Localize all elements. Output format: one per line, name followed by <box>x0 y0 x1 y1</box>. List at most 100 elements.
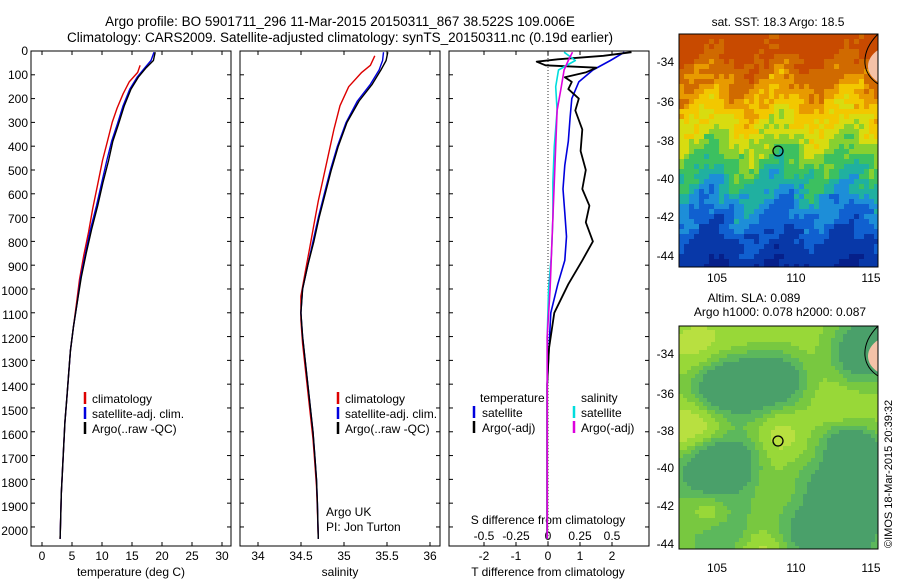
sla-map-cell <box>859 334 863 338</box>
sla-map-cell <box>791 382 795 386</box>
sla-map-cell <box>747 390 751 394</box>
sla-map-cell <box>779 510 783 514</box>
sla-map-cell <box>831 458 835 462</box>
sla-map-cell <box>727 438 731 442</box>
sla-map-cell <box>679 486 683 490</box>
sla-map-cell <box>815 490 819 494</box>
sla-map-cell <box>695 366 699 370</box>
sla-map-cell <box>807 446 811 450</box>
sla-map-cell <box>855 342 859 346</box>
sla-map-cell <box>715 450 719 454</box>
sla-map-cell <box>711 490 715 494</box>
sst-map-cell <box>814 184 819 189</box>
sla-map-cell <box>855 422 859 426</box>
sla-map-cell <box>755 438 759 442</box>
sla-map-cell <box>723 442 727 446</box>
sst-map-cell <box>754 169 759 174</box>
sst-map-cell <box>784 109 789 114</box>
sla-map-cell <box>743 418 747 422</box>
sla-map-cell <box>735 370 739 374</box>
sla-map-cell <box>795 446 799 450</box>
sst-map-cell <box>859 44 864 49</box>
sla-map-cell <box>767 474 771 478</box>
s-difference-tick-label: 0 <box>545 529 552 543</box>
sla-map-cell <box>723 502 727 506</box>
sst-map-cell <box>759 224 764 229</box>
sla-map-cell <box>819 434 823 438</box>
sst-map-cell <box>684 34 689 39</box>
sla-map-cell <box>863 402 867 406</box>
sst-map-cell <box>754 144 759 149</box>
sla-map-cell <box>803 338 807 342</box>
sst-map-cell <box>819 109 824 114</box>
sla-map-cell <box>831 330 835 334</box>
sst-map-cell <box>729 169 734 174</box>
sla-map-cell <box>791 470 795 474</box>
sst-map-cell <box>839 79 844 84</box>
sst-map-cell <box>714 89 719 94</box>
sla-map-cell <box>731 450 735 454</box>
sla-map-cell <box>739 370 743 374</box>
sla-map-cell <box>719 514 723 518</box>
sla-map-cell <box>683 362 687 366</box>
sla-map-cell <box>787 502 791 506</box>
sst-map-cell <box>829 179 834 184</box>
sst-lat-tick: -38 <box>657 134 675 148</box>
sst-map-cell <box>714 159 719 164</box>
sla-map-cell <box>847 362 851 366</box>
sst-map-cell <box>689 39 694 44</box>
sla-map-cell <box>803 530 807 534</box>
sla-map-cell <box>679 446 683 450</box>
sla-map-cell <box>767 390 771 394</box>
sla-map-cell <box>839 486 843 490</box>
sst-map-cell <box>764 164 769 169</box>
sla-map-cell <box>855 418 859 422</box>
sst-map-cell <box>769 239 774 244</box>
sla-map-cell <box>771 450 775 454</box>
sla-map-cell <box>867 426 871 430</box>
sla-map-cell <box>819 454 823 458</box>
sst-map-cell <box>799 229 804 234</box>
sla-map-cell <box>731 386 735 390</box>
sla-map-cell <box>691 546 695 549</box>
sla-map-cell <box>775 478 779 482</box>
sla-map-cell <box>703 466 707 470</box>
sla-map-cell <box>827 334 831 338</box>
sla-map-cell <box>723 546 727 549</box>
sst-map-cell <box>859 184 864 189</box>
sst-map-cell <box>859 149 864 154</box>
sst-map-cell <box>774 49 779 54</box>
sla-map-cell <box>727 414 731 418</box>
sla-map-cell <box>795 362 799 366</box>
sst-map-cell <box>809 69 814 74</box>
sla-map-cell <box>751 526 755 530</box>
sst-map-cell <box>754 104 759 109</box>
sla-map-cell <box>811 486 815 490</box>
sla-map-cell <box>875 474 878 478</box>
sst-map-cell <box>774 94 779 99</box>
sla-map-cell <box>735 398 739 402</box>
sla-map-cell <box>835 338 839 342</box>
sla-map-cell <box>779 490 783 494</box>
sst-map-cell <box>694 114 699 119</box>
sla-map-cell <box>803 542 807 546</box>
sla-map-cell <box>795 462 799 466</box>
sla-map-cell <box>743 394 747 398</box>
sst-map-cell <box>734 204 739 209</box>
sla-map-cell <box>787 478 791 482</box>
sla-map-cell <box>839 346 843 350</box>
sla-map-cell <box>819 370 823 374</box>
sla-map-cell <box>847 438 851 442</box>
sst-map-cell <box>679 74 684 79</box>
sst-map-cell <box>744 194 749 199</box>
sst-map-cell <box>789 39 794 44</box>
sst-map-cell <box>839 244 844 249</box>
sla-map-cell <box>779 362 783 366</box>
sla-map-cell <box>787 530 791 534</box>
sst-map-cell <box>839 134 844 139</box>
sla-map-cell <box>691 330 695 334</box>
sla-map-cell <box>775 422 779 426</box>
sla-map-cell <box>851 406 855 410</box>
sst-map-cell <box>734 264 739 267</box>
sst-map-cell <box>704 69 709 74</box>
